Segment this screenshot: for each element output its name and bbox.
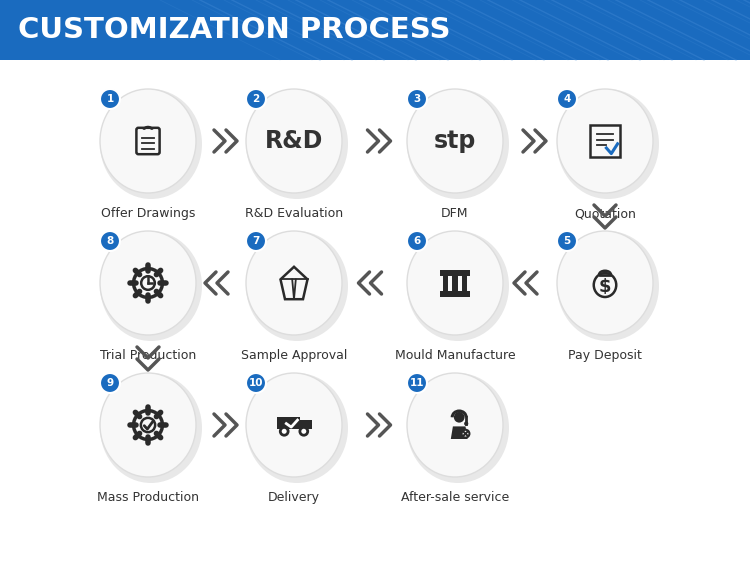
Circle shape: [407, 373, 427, 393]
Bar: [462, 276, 467, 291]
Text: CUSTOMIZATION PROCESS: CUSTOMIZATION PROCESS: [18, 16, 451, 44]
Circle shape: [407, 231, 427, 251]
Ellipse shape: [407, 231, 509, 341]
FancyBboxPatch shape: [0, 0, 750, 60]
Ellipse shape: [100, 231, 202, 341]
Ellipse shape: [407, 89, 509, 199]
Circle shape: [100, 89, 120, 109]
Text: After-sale service: After-sale service: [400, 491, 509, 504]
Text: 2: 2: [252, 94, 260, 104]
Ellipse shape: [557, 231, 653, 335]
Circle shape: [100, 231, 120, 251]
Circle shape: [280, 427, 288, 435]
Ellipse shape: [557, 231, 659, 341]
Ellipse shape: [407, 373, 509, 483]
Text: Offer Drawings: Offer Drawings: [100, 207, 195, 220]
Ellipse shape: [100, 231, 196, 335]
Text: $: $: [598, 278, 611, 296]
Circle shape: [407, 89, 427, 109]
Circle shape: [246, 373, 266, 393]
Text: 9: 9: [106, 378, 113, 388]
Ellipse shape: [100, 89, 196, 193]
Text: 10: 10: [249, 378, 263, 388]
Text: 8: 8: [106, 236, 114, 246]
Ellipse shape: [246, 89, 348, 199]
Circle shape: [454, 412, 464, 422]
Ellipse shape: [246, 231, 342, 335]
Text: 11: 11: [410, 378, 424, 388]
Ellipse shape: [100, 89, 202, 199]
Bar: [442, 276, 448, 291]
Text: 7: 7: [252, 236, 260, 246]
Text: Pay Deposit: Pay Deposit: [568, 349, 642, 362]
Polygon shape: [451, 426, 467, 439]
Text: stp: stp: [433, 129, 476, 153]
Text: Quotation: Quotation: [574, 207, 636, 220]
Bar: [299, 420, 311, 429]
Text: R&D Evaluation: R&D Evaluation: [245, 207, 343, 220]
Bar: [452, 276, 458, 291]
Text: Mass Production: Mass Production: [97, 491, 199, 504]
Text: Mould Manufacture: Mould Manufacture: [394, 349, 515, 362]
Circle shape: [246, 89, 266, 109]
Ellipse shape: [246, 373, 348, 483]
Circle shape: [100, 373, 120, 393]
Ellipse shape: [100, 373, 196, 477]
Ellipse shape: [557, 89, 659, 199]
Text: 6: 6: [413, 236, 421, 246]
Ellipse shape: [407, 231, 503, 335]
Ellipse shape: [100, 373, 202, 483]
Circle shape: [461, 430, 470, 438]
Circle shape: [557, 231, 577, 251]
Circle shape: [464, 421, 468, 426]
Bar: [440, 270, 470, 276]
Text: R&D: R&D: [265, 129, 323, 153]
Text: DFM: DFM: [441, 207, 469, 220]
Ellipse shape: [407, 89, 503, 193]
Circle shape: [300, 427, 307, 435]
Text: Delivery: Delivery: [268, 491, 320, 504]
Ellipse shape: [246, 89, 342, 193]
Circle shape: [246, 231, 266, 251]
Text: 1: 1: [106, 94, 114, 104]
Ellipse shape: [246, 231, 348, 341]
Bar: [440, 291, 470, 297]
Ellipse shape: [557, 89, 653, 193]
Circle shape: [557, 89, 577, 109]
Ellipse shape: [246, 373, 342, 477]
Ellipse shape: [407, 373, 503, 477]
Text: 3: 3: [413, 94, 421, 104]
Text: 5: 5: [563, 236, 571, 246]
Text: 4: 4: [563, 94, 571, 104]
Bar: [278, 417, 299, 429]
Text: Sample Approval: Sample Approval: [241, 349, 347, 362]
Text: Trial Production: Trial Production: [100, 349, 196, 362]
